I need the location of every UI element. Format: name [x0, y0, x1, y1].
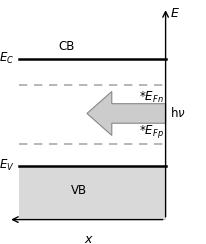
Text: $x$: $x$	[84, 233, 94, 244]
Text: $* E_{Fp}$: $* E_{Fp}$	[138, 123, 163, 140]
Text: $E_C$: $E_C$	[0, 51, 14, 66]
Bar	[19, 166, 165, 220]
Text: h$\nu$: h$\nu$	[169, 106, 185, 121]
Polygon shape	[87, 92, 165, 135]
Text: $* E_{Fn}$: $* E_{Fn}$	[138, 90, 163, 105]
Text: VB: VB	[70, 184, 86, 197]
Text: CB: CB	[58, 40, 74, 53]
Text: $E$: $E$	[169, 7, 179, 20]
Text: $E_V$: $E_V$	[0, 158, 14, 173]
